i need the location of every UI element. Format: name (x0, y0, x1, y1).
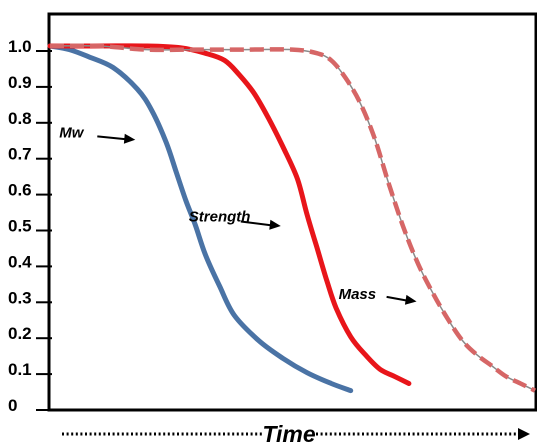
y-tick-label: 0.9 (8, 73, 32, 92)
series-layer (47, 43, 537, 394)
annotation-arrow-head (404, 294, 417, 305)
time-arrow-head (518, 428, 530, 440)
series-mw-line (47, 43, 354, 394)
y-tick-label: 0.4 (8, 252, 32, 271)
y-tick-label: 0.5 (8, 217, 32, 236)
plot-frame (47, 12, 537, 412)
annotation-label: Mass (339, 286, 377, 303)
annotation-arrow (240, 220, 273, 227)
y-tick-label: 0.6 (8, 181, 32, 200)
series-mass-line (49, 43, 537, 393)
y-tick-label: 0 (8, 396, 17, 415)
x-axis-label: Time (262, 421, 315, 442)
y-tick-label: 0.1 (8, 360, 32, 379)
annotation-label: Mw (59, 124, 84, 141)
annotation-arrow (386, 295, 409, 302)
y-tick-label: 1.0 (8, 37, 32, 56)
annotation-arrow-head (123, 133, 136, 144)
annotation-layer: Mw Strength Mass (59, 124, 417, 305)
annotation-label: Strength (189, 209, 251, 226)
y-tick-label: 0.8 (8, 109, 32, 128)
annotation-arrow-head (269, 219, 281, 230)
time-axis: Time (62, 421, 530, 442)
y-axis-ticks: 0 0.1 0.2 0.3 0.4 0.5 0.6 0.7 0.8 0.9 1.0 (8, 37, 52, 415)
y-tick-label: 0.3 (8, 288, 32, 307)
y-tick-label: 0.2 (8, 324, 32, 343)
y-tick-label: 0.7 (8, 145, 32, 164)
annotation-arrow (97, 135, 128, 141)
